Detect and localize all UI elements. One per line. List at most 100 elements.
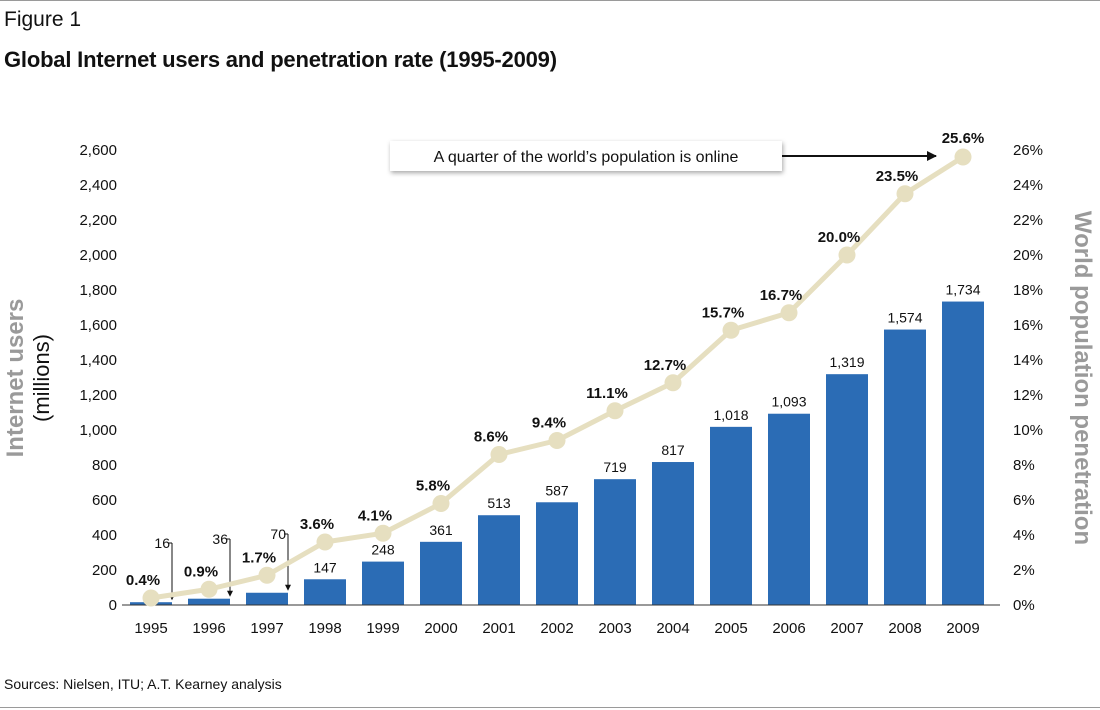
left-tick-label: 600 <box>92 492 117 509</box>
callout-arrowhead <box>285 584 291 591</box>
bar-2006 <box>768 413 810 605</box>
penetration-point-1997 <box>258 566 276 584</box>
x-tick-label: 2005 <box>714 620 747 637</box>
x-tick-label: 2008 <box>888 620 921 637</box>
figure-title: Global Internet users and penetration ra… <box>4 47 557 72</box>
bar-2007 <box>826 374 868 605</box>
penetration-point-2002 <box>548 432 566 449</box>
left-tick-label: 1,200 <box>79 387 117 404</box>
penetration-value-label: 23.5% <box>876 168 919 185</box>
penetration-point-2000 <box>432 495 450 512</box>
right-axis-ticks: 0% 2% 4% 6% 8% 10% 12% 14% 16% 18% 20% 22% 24% 26% <box>1013 142 1043 614</box>
x-tick-label: 2001 <box>482 620 515 637</box>
penetration-point-2001 <box>490 446 508 463</box>
penetration-value-label: 0.9% <box>184 563 218 580</box>
left-tick-label: 1,400 <box>79 352 117 369</box>
x-tick-label: 2007 <box>830 620 863 637</box>
x-tick-label: 1999 <box>366 620 399 637</box>
right-tick-label: 4% <box>1013 527 1035 544</box>
right-tick-label: 12% <box>1013 387 1043 404</box>
right-tick-label: 24% <box>1013 177 1043 194</box>
annotation-box <box>390 141 782 171</box>
x-tick-label: 1998 <box>308 620 341 637</box>
penetration-value-label: 15.7% <box>702 304 745 321</box>
figure-label: Figure 1 <box>4 8 82 31</box>
bar-value-label: 70 <box>270 526 286 542</box>
right-tick-label: 14% <box>1013 352 1043 369</box>
bar-value-label: 1,574 <box>887 310 922 326</box>
bar-2004 <box>652 462 694 605</box>
penetration-value-label: 1.7% <box>242 549 276 566</box>
penetration-point-1995 <box>142 589 160 607</box>
top-rule <box>0 0 1100 1</box>
bar-value-label: 817 <box>661 442 685 458</box>
penetration-point-1999 <box>374 524 392 542</box>
left-tick-label: 400 <box>92 527 117 544</box>
bar-value-label: 1,319 <box>829 354 864 370</box>
right-tick-label: 22% <box>1013 212 1043 229</box>
x-axis-labels: 1995 1996 1997 1998 1999 2000 2001 2002 2003 2004… <box>134 620 979 637</box>
bar-1997 <box>246 592 288 605</box>
bottom-rule <box>0 707 1100 708</box>
small-bar-callouts: 16 36 70 <box>154 526 291 601</box>
annotation-text: A quarter of the world’s population is o… <box>434 149 739 166</box>
left-tick-label: 2,600 <box>79 142 117 159</box>
penetration-value-labels: 0.4% 0.9% 1.7% 3.6% 4.1% 5.8% 8.6% 9.4% 11.1% 12.… <box>126 130 984 589</box>
left-tick-label: 1,000 <box>79 422 117 439</box>
right-tick-label: 2% <box>1013 562 1035 579</box>
bar-value-label: 16 <box>154 535 170 551</box>
bar-value-label: 1,734 <box>945 282 980 298</box>
bar-1998 <box>304 579 346 605</box>
penetration-point-2008 <box>896 185 914 203</box>
left-tick-label: 1,600 <box>79 317 117 334</box>
penetration-point-2003 <box>606 402 624 420</box>
left-tick-label: 0 <box>109 597 117 614</box>
penetration-value-label: 0.4% <box>126 572 160 589</box>
bar-value-label: 361 <box>429 522 453 538</box>
penetration-value-label: 12.7% <box>644 357 687 374</box>
x-tick-label: 2003 <box>598 620 631 637</box>
penetration-value-label: 20.0% <box>818 229 861 246</box>
penetration-point-2005 <box>722 321 740 339</box>
left-axis-title: Internet users (millions) <box>2 299 54 458</box>
left-axis-title-line1: Internet users <box>2 299 29 458</box>
bar-series <box>130 301 984 605</box>
right-axis-title: World population penetration <box>1069 211 1096 545</box>
left-tick-label: 2,400 <box>79 177 117 194</box>
right-tick-label: 20% <box>1013 247 1043 264</box>
x-tick-label: 2009 <box>946 620 979 637</box>
x-tick-label: 1995 <box>134 620 167 637</box>
left-axis-title-line2: (millions) <box>29 334 54 422</box>
x-tick-label: 1997 <box>250 620 283 637</box>
penetration-value-label: 16.7% <box>760 287 803 304</box>
x-tick-label: 1996 <box>192 620 225 637</box>
annotation-callout: A quarter of the world’s population is o… <box>390 141 937 171</box>
penetration-point-1998 <box>316 533 334 551</box>
bar-value-label: 719 <box>603 459 627 475</box>
bar-value-label: 36 <box>212 531 228 547</box>
x-tick-label: 2004 <box>656 620 689 637</box>
bar-value-label: 1,018 <box>713 407 748 423</box>
penetration-point-2007 <box>838 246 856 264</box>
source-note: Sources: Nielsen, ITU; A.T. Kearney anal… <box>4 676 282 692</box>
left-tick-label: 200 <box>92 562 117 579</box>
bar-value-label: 248 <box>371 542 395 558</box>
right-tick-label: 26% <box>1013 142 1043 159</box>
bar-value-label: 587 <box>545 482 569 498</box>
callout-arrowhead <box>227 590 233 597</box>
bar-2003 <box>594 479 636 605</box>
penetration-value-label: 9.4% <box>532 415 566 432</box>
penetration-point-1996 <box>200 580 218 598</box>
right-tick-label: 10% <box>1013 422 1043 439</box>
bar-2000 <box>420 541 462 605</box>
penetration-point-2009 <box>954 148 972 166</box>
bar-1996 <box>188 598 230 605</box>
bar-2001 <box>478 515 520 605</box>
penetration-line-series <box>142 148 972 607</box>
right-tick-label: 16% <box>1013 317 1043 334</box>
penetration-value-label: 8.6% <box>474 429 508 446</box>
x-tick-label: 2002 <box>540 620 573 637</box>
bar-1999 <box>362 561 404 605</box>
right-tick-label: 0% <box>1013 597 1035 614</box>
